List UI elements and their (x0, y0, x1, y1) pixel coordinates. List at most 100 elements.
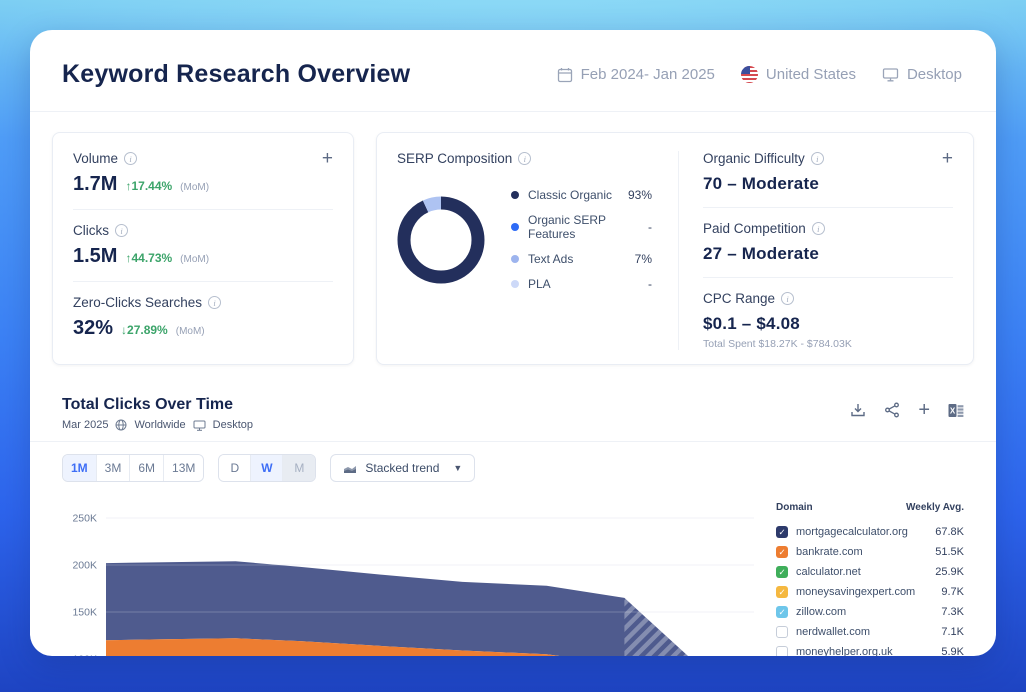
serp-legend: Classic Organic 93% Organic SERP Feature… (511, 188, 652, 291)
weekly-avg-value: 7.3K (941, 606, 964, 618)
legend-row-moneysavingexpert[interactable]: ✓ moneysavingexpert.com 9.7K (776, 582, 964, 602)
country-filter[interactable]: United States (740, 66, 856, 83)
serp-title: SERP Composition (397, 151, 513, 166)
domain-checkbox[interactable]: ✓ (776, 546, 788, 558)
zero-clicks-stat: Zero-Clicks Searches i 32% ↓27.89% (MoM) (73, 281, 333, 340)
range-button-6m[interactable]: 6M (130, 455, 165, 481)
chart-type-dropdown[interactable]: Stacked trend ▼ (330, 454, 476, 482)
domain-legend-table: Domain Weekly Avg. ✓ mortgagecalculator.… (776, 496, 964, 656)
desktop-icon (882, 67, 899, 82)
paid-competition-label: Paid Competition (703, 221, 806, 236)
domain-checkbox[interactable]: ✓ (776, 586, 788, 598)
weekly-avg-value: 5.9K (941, 646, 964, 656)
legend-row-nerdwallet[interactable]: ✓ nerdwallet.com 7.1K (776, 622, 964, 642)
date-range-label: Feb 2024- Jan 2025 (580, 66, 715, 83)
svg-text:X: X (950, 406, 956, 415)
legend-row-zillow[interactable]: ✓ zillow.com 7.3K (776, 602, 964, 622)
info-icon[interactable]: i (781, 292, 795, 305)
clicks-change: ↑44.73% (125, 251, 173, 265)
granularity-group: D W M (218, 454, 317, 482)
share-icon[interactable] (884, 402, 900, 418)
domain-checkbox[interactable]: ✓ (776, 606, 788, 618)
add-to-dashboard-button[interactable]: + (321, 147, 333, 169)
legend-table-header: Domain Weekly Avg. (776, 502, 964, 522)
domain-label: bankrate.com (796, 546, 863, 558)
clicks-change-period: (MoM) (180, 254, 210, 265)
legend-row-mortgagecalculator[interactable]: ✓ mortgagecalculator.org 67.8K (776, 522, 964, 542)
serp-legend-item: Classic Organic 93% (511, 188, 652, 202)
granularity-button-week[interactable]: W (251, 455, 284, 481)
weekly-avg-column-header: Weekly Avg. (906, 502, 964, 513)
zero-clicks-change-period: (MoM) (175, 326, 205, 337)
legend-row-bankrate[interactable]: ✓ bankrate.com 51.5K (776, 542, 964, 562)
svg-text:100K: 100K (72, 654, 97, 657)
serp-difficulty-card: SERP Composition i Classic Organic 93% (376, 132, 974, 365)
section-divider (30, 441, 996, 442)
device-label: Desktop (906, 66, 962, 83)
serp-legend-item: PLA - (511, 277, 652, 291)
volume-card: Volume i + 1.7M ↑17.44% (MoM) Clicks i 1… (52, 132, 354, 365)
info-icon[interactable]: i (115, 224, 128, 237)
info-icon[interactable]: i (124, 152, 138, 165)
legend-row-moneyhelper[interactable]: ✓ moneyhelper.org.uk 5.9K (776, 642, 964, 656)
range-button-1m[interactable]: 1M (63, 455, 97, 481)
add-to-dashboard-button[interactable]: + (941, 147, 953, 169)
kpi-cards-row: Volume i + 1.7M ↑17.44% (MoM) Clicks i 1… (30, 112, 996, 383)
domain-label: calculator.net (796, 566, 861, 578)
domain-checkbox[interactable]: ✓ (776, 526, 788, 538)
legend-row-calculator[interactable]: ✓ calculator.net 25.9K (776, 562, 964, 582)
info-icon[interactable]: i (810, 152, 824, 165)
calendar-icon (557, 67, 573, 83)
volume-label: Volume (73, 151, 119, 166)
section-device: Desktop (212, 419, 253, 431)
card-divider (678, 151, 679, 350)
domain-label: nerdwallet.com (796, 626, 870, 638)
globe-icon (115, 419, 127, 431)
organic-difficulty-label: Organic Difficulty (703, 151, 805, 166)
weekly-avg-value: 7.1K (941, 626, 964, 638)
legend-dot (511, 280, 519, 288)
us-flag-icon (740, 66, 758, 83)
weekly-avg-value: 9.7K (941, 586, 964, 598)
clicks-stat: Clicks i 1.5M ↑44.73% (MoM) (73, 209, 333, 268)
legend-value: 93% (627, 188, 652, 202)
info-icon[interactable]: i (518, 152, 532, 165)
dashboard-page: Keyword Research Overview Feb 2024- Jan … (30, 30, 996, 656)
chart-zone: 250K 200K 150K 100K Domain Weekly Avg. ✓ mo… (30, 492, 996, 656)
paid-competition-stat: Paid Competition i 27 – Moderate (703, 207, 953, 264)
volume-stat: Volume i + 1.7M ↑17.44% (MoM) (73, 147, 333, 196)
clicks-label: Clicks (73, 223, 109, 238)
domain-checkbox[interactable]: ✓ (776, 566, 788, 578)
volume-change: ↑17.44% (125, 179, 173, 193)
zero-clicks-value: 32% (73, 317, 114, 339)
device-filter[interactable]: Desktop (882, 66, 962, 83)
granularity-button-month[interactable]: M (283, 455, 316, 481)
page-header: Keyword Research Overview Feb 2024- Jan … (30, 30, 996, 112)
range-button-13m[interactable]: 13M (164, 455, 204, 481)
granularity-button-day[interactable]: D (219, 455, 252, 481)
domain-checkbox[interactable]: ✓ (776, 626, 788, 638)
date-range-filter[interactable]: Feb 2024- Jan 2025 (557, 66, 715, 83)
total-spent-label: Total Spent $18.27K - $784.03K (703, 338, 852, 350)
legend-label: Text Ads (528, 252, 574, 266)
legend-dot (511, 255, 519, 263)
add-chart-button[interactable]: + (918, 399, 930, 421)
cpc-range-stat: CPC Range i $0.1 – $4.08 Total Spent $18… (703, 277, 953, 350)
volume-change-period: (MoM) (180, 182, 210, 193)
volume-value: 1.7M (73, 173, 118, 195)
domain-column-header: Domain (776, 502, 813, 513)
range-button-3m[interactable]: 3M (96, 455, 131, 481)
svg-text:150K: 150K (72, 607, 97, 619)
clicks-value: 1.5M (73, 245, 118, 267)
download-icon[interactable] (850, 402, 866, 418)
info-icon[interactable]: i (208, 296, 222, 309)
domain-label: mortgagecalculator.org (796, 526, 908, 538)
difficulty-panel: Organic Difficulty i + 70 – Moderate Pai… (681, 147, 973, 350)
clicks-section-title: Total Clicks Over Time (62, 396, 234, 413)
zero-clicks-change: ↓27.89% (121, 323, 168, 337)
zero-clicks-label: Zero-Clicks Searches (73, 295, 203, 310)
svg-text:200K: 200K (72, 560, 97, 572)
info-icon[interactable]: i (811, 222, 825, 235)
excel-export-icon[interactable]: X (948, 403, 964, 418)
domain-checkbox[interactable]: ✓ (776, 646, 788, 656)
